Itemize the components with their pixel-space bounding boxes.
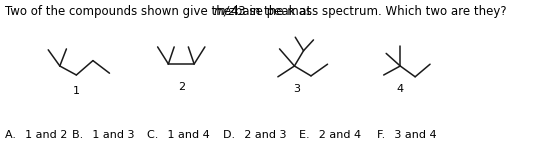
Text: 4: 4: [397, 84, 404, 94]
Text: 3: 3: [293, 84, 300, 94]
Text: 2: 2: [177, 82, 185, 92]
Text: Two of the compounds shown give the base peak at: Two of the compounds shown give the base…: [4, 5, 315, 18]
Text: A.  1 and 2: A. 1 and 2: [4, 130, 67, 140]
Text: m/z: m/z: [213, 5, 235, 18]
Text: 43 in the mass spectrum. Which two are they?: 43 in the mass spectrum. Which two are t…: [227, 5, 507, 18]
Text: C.  1 and 4: C. 1 and 4: [147, 130, 210, 140]
Text: D.  2 and 3: D. 2 and 3: [223, 130, 286, 140]
Text: B.  1 and 3: B. 1 and 3: [72, 130, 134, 140]
Text: 1: 1: [73, 86, 80, 96]
Text: F.  3 and 4: F. 3 and 4: [377, 130, 437, 140]
Text: E.  2 and 4: E. 2 and 4: [299, 130, 361, 140]
